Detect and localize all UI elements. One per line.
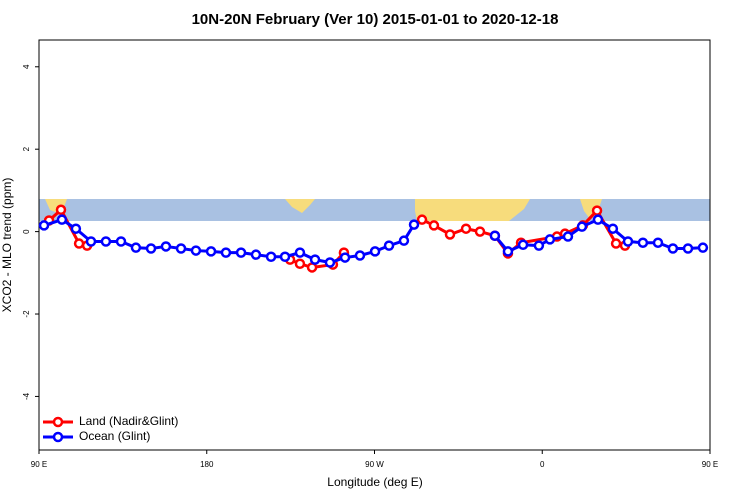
point bbox=[294, 258, 306, 269]
point bbox=[697, 242, 709, 253]
point bbox=[637, 237, 649, 248]
x-tick-label: 180 bbox=[200, 460, 214, 469]
point bbox=[474, 226, 486, 237]
x-tick-label: 90 E bbox=[31, 460, 47, 469]
point bbox=[622, 236, 634, 247]
point bbox=[175, 243, 187, 254]
point bbox=[383, 240, 395, 251]
point bbox=[55, 204, 67, 216]
x-tick-label: 90 W bbox=[365, 460, 384, 469]
point bbox=[444, 229, 456, 240]
y-tick-label: -2 bbox=[22, 310, 31, 318]
point bbox=[489, 230, 501, 241]
point bbox=[235, 247, 247, 258]
y-tick-label: 4 bbox=[22, 64, 31, 69]
legend-swatch bbox=[52, 431, 64, 443]
point bbox=[610, 238, 622, 249]
point bbox=[85, 236, 97, 247]
point bbox=[544, 234, 556, 245]
y-tick-label: -4 bbox=[22, 392, 31, 400]
point bbox=[369, 246, 381, 257]
point bbox=[190, 245, 202, 256]
chart-title: 10N-20N February (Ver 10) 2015-01-01 to … bbox=[192, 11, 559, 28]
point bbox=[416, 214, 428, 225]
point bbox=[324, 257, 336, 268]
point bbox=[279, 251, 291, 262]
point bbox=[130, 242, 142, 253]
y-axis-label: XCO2 - MLO trend (ppm) bbox=[0, 178, 14, 313]
y-tick-label: 2 bbox=[22, 146, 31, 151]
point bbox=[517, 239, 529, 251]
point bbox=[38, 220, 50, 231]
point bbox=[667, 243, 679, 254]
point bbox=[652, 237, 664, 248]
point bbox=[562, 231, 574, 242]
point bbox=[502, 246, 514, 257]
point bbox=[250, 249, 262, 260]
x-tick-label: 90 E bbox=[702, 460, 718, 469]
point bbox=[294, 247, 306, 258]
legend-label: Land (Nadir&Glint) bbox=[79, 414, 178, 428]
point bbox=[592, 214, 604, 225]
point bbox=[398, 235, 410, 246]
point bbox=[576, 221, 588, 232]
y-tick-label: 0 bbox=[22, 229, 31, 234]
point bbox=[73, 238, 85, 249]
point bbox=[354, 250, 366, 261]
point bbox=[408, 219, 420, 230]
map-band bbox=[39, 199, 710, 221]
point bbox=[56, 214, 68, 225]
point bbox=[533, 240, 545, 251]
point bbox=[220, 247, 232, 258]
point bbox=[339, 252, 351, 263]
point bbox=[70, 223, 82, 234]
point bbox=[309, 254, 321, 265]
x-axis-label: Longitude (deg E) bbox=[327, 475, 422, 489]
point bbox=[100, 236, 112, 247]
point bbox=[160, 241, 172, 252]
point bbox=[460, 223, 472, 234]
x-tick-label: 0 bbox=[540, 460, 545, 469]
legend-swatch bbox=[52, 416, 64, 428]
point bbox=[265, 251, 277, 262]
point bbox=[145, 243, 157, 254]
point bbox=[428, 220, 440, 231]
point bbox=[607, 223, 619, 234]
point bbox=[205, 246, 217, 257]
point bbox=[682, 243, 694, 254]
point bbox=[115, 236, 127, 247]
point bbox=[591, 205, 603, 216]
legend-label: Ocean (Glint) bbox=[79, 429, 150, 443]
